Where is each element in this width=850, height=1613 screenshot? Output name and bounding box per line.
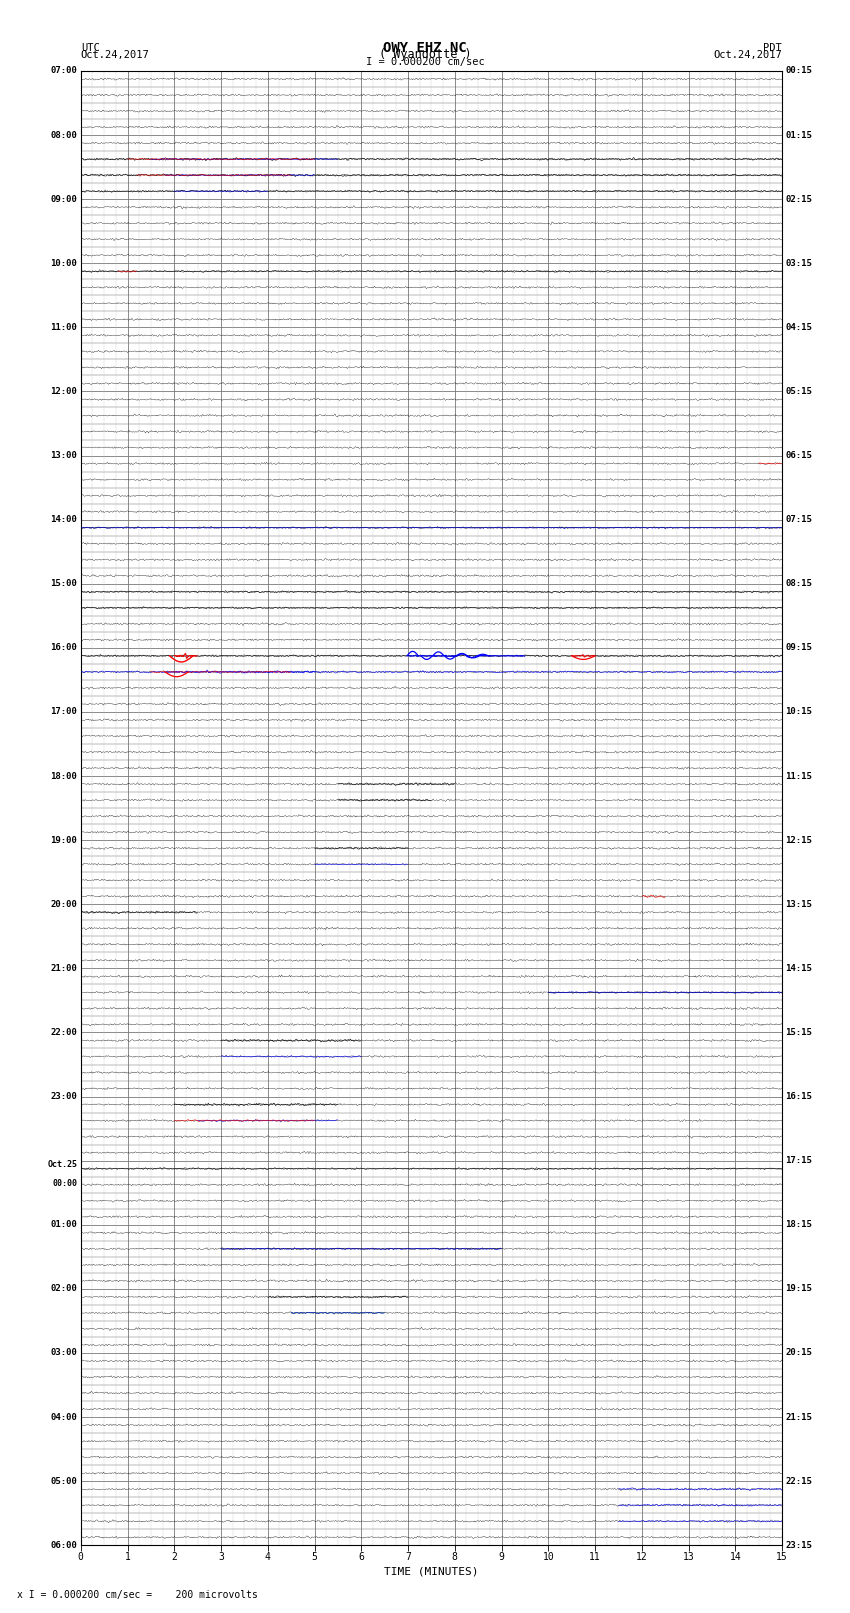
Text: 02:15: 02:15 [785,195,813,203]
Text: Oct.25: Oct.25 [48,1160,77,1169]
Text: 12:00: 12:00 [50,387,77,395]
Text: 21:00: 21:00 [50,965,77,973]
Text: ( Wyandotte ): ( Wyandotte ) [379,48,471,61]
Text: 04:15: 04:15 [785,323,813,332]
Text: 05:00: 05:00 [50,1476,77,1486]
Text: 17:00: 17:00 [50,708,77,716]
Text: 13:15: 13:15 [785,900,813,908]
Text: 23:00: 23:00 [50,1092,77,1102]
Text: 18:00: 18:00 [50,771,77,781]
Text: 05:15: 05:15 [785,387,813,395]
Text: 22:15: 22:15 [785,1476,813,1486]
Text: 01:15: 01:15 [785,131,813,140]
Text: 04:00: 04:00 [50,1413,77,1421]
Text: 08:00: 08:00 [50,131,77,140]
Text: OWY EHZ NC: OWY EHZ NC [383,40,467,55]
Text: 06:00: 06:00 [50,1540,77,1550]
Text: 09:15: 09:15 [785,644,813,652]
Text: 14:00: 14:00 [50,515,77,524]
Text: 07:00: 07:00 [50,66,77,76]
Text: I = 0.000200 cm/sec: I = 0.000200 cm/sec [366,56,484,68]
Text: 16:00: 16:00 [50,644,77,652]
Text: UTC: UTC [81,42,99,53]
Text: 14:15: 14:15 [785,965,813,973]
Text: 11:00: 11:00 [50,323,77,332]
Text: PDT: PDT [763,42,782,53]
X-axis label: TIME (MINUTES): TIME (MINUTES) [384,1566,479,1576]
Text: 17:15: 17:15 [785,1157,813,1165]
Text: 10:00: 10:00 [50,258,77,268]
Text: 21:15: 21:15 [785,1413,813,1421]
Text: Oct.24,2017: Oct.24,2017 [81,50,150,60]
Text: 19:15: 19:15 [785,1284,813,1294]
Text: 03:15: 03:15 [785,258,813,268]
Text: 15:00: 15:00 [50,579,77,589]
Text: x I = 0.000200 cm/sec =    200 microvolts: x I = 0.000200 cm/sec = 200 microvolts [17,1590,258,1600]
Text: 03:00: 03:00 [50,1348,77,1358]
Text: 22:00: 22:00 [50,1027,77,1037]
Text: 19:00: 19:00 [50,836,77,845]
Text: 20:15: 20:15 [785,1348,813,1358]
Text: 00:00: 00:00 [52,1169,77,1189]
Text: Oct.24,2017: Oct.24,2017 [713,50,782,60]
Text: 11:15: 11:15 [785,771,813,781]
Text: 10:15: 10:15 [785,708,813,716]
Text: 12:15: 12:15 [785,836,813,845]
Text: 13:00: 13:00 [50,452,77,460]
Text: 23:15: 23:15 [785,1540,813,1550]
Text: 00:15: 00:15 [785,66,813,76]
Text: 02:00: 02:00 [50,1284,77,1294]
Text: 01:00: 01:00 [50,1221,77,1229]
Text: 18:15: 18:15 [785,1221,813,1229]
Text: 06:15: 06:15 [785,452,813,460]
Text: 08:15: 08:15 [785,579,813,589]
Text: 15:15: 15:15 [785,1027,813,1037]
Text: 20:00: 20:00 [50,900,77,908]
Text: 07:15: 07:15 [785,515,813,524]
Text: 16:15: 16:15 [785,1092,813,1102]
Text: 09:00: 09:00 [50,195,77,203]
